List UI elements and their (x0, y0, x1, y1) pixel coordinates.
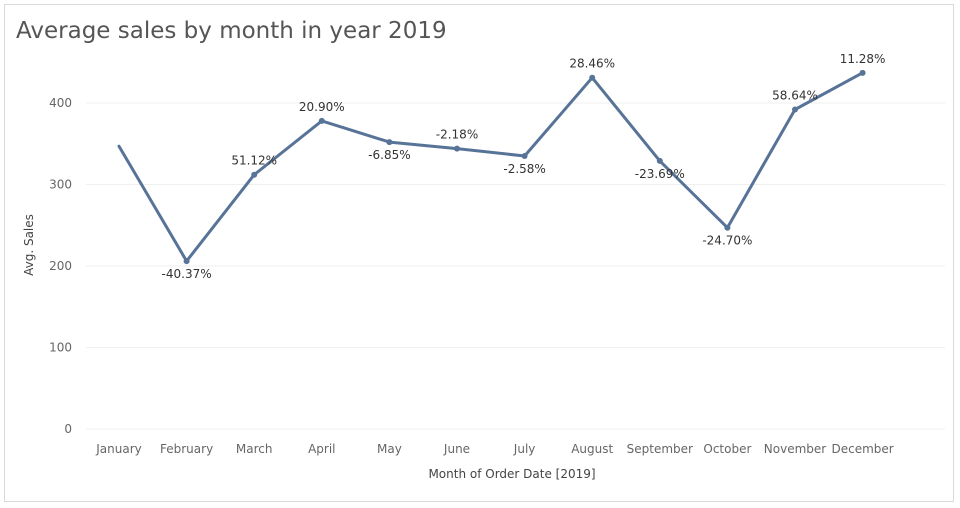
data-point-december (859, 69, 866, 76)
data-label-september: -23.69% (635, 167, 685, 181)
y-tick-label-0: 0 (64, 422, 72, 436)
data-point-november (792, 106, 798, 113)
grid-lines (86, 102, 945, 430)
y-tick-label-400: 400 (49, 96, 72, 110)
data-label-june: -2.18% (436, 128, 478, 142)
y-tick-label-100: 100 (49, 341, 72, 355)
data-point-september (656, 157, 663, 164)
data-label-december: 11.28% (840, 52, 886, 66)
data-label-may: -6.85% (368, 148, 410, 162)
data-points (183, 69, 866, 265)
data-label-february: -40.37% (162, 267, 212, 281)
x-tick-label-may: May (377, 442, 402, 456)
x-tick-label-february: February (160, 442, 213, 456)
data-label-july: -2.58% (503, 162, 545, 176)
chart-title: Average sales by month in year 2019 (16, 18, 447, 44)
data-point-october (724, 224, 731, 231)
data-point-february (183, 258, 190, 265)
data-labels: -40.37% 51.12% 20.90% -6.85% -2.18% -2.58% 28.… (162, 52, 886, 281)
x-tick-label-august: August (571, 442, 613, 456)
data-label-march: 51.12% (231, 154, 277, 168)
y-tick-label-200: 200 (49, 259, 72, 273)
data-point-april (318, 117, 325, 124)
x-tick-label-june: June (443, 442, 470, 456)
x-tick-label-march: March (236, 442, 273, 456)
chart-frame (4, 4, 954, 502)
series-line (117, 71, 865, 263)
data-point-august (589, 74, 596, 81)
x-tick-label-april: April (308, 442, 335, 456)
data-label-august: 28.46% (569, 57, 615, 71)
data-label-april: 20.90% (299, 100, 345, 114)
data-point-march (251, 171, 258, 178)
x-tick-label-january: January (95, 442, 142, 456)
x-axis-ticks: January February March April May June July Augu… (95, 442, 894, 456)
data-point-may (386, 139, 393, 146)
y-axis-ticks: 0 100 200 300 400 (49, 96, 72, 436)
y-axis-title: Avg. Sales (22, 214, 36, 276)
data-point-july (521, 152, 528, 159)
x-axis-title: Month of Order Date [2019] (428, 467, 595, 481)
data-point-june (454, 145, 460, 152)
x-tick-label-september: September (627, 442, 693, 456)
x-tick-label-december: December (831, 442, 893, 456)
y-tick-label-300: 300 (49, 178, 72, 192)
data-label-november: 58.64% (772, 89, 818, 103)
x-tick-label-november: November (764, 442, 826, 456)
x-tick-label-october: October (703, 442, 751, 456)
data-label-october: -24.70% (702, 234, 752, 248)
x-tick-label-july: July (513, 442, 536, 456)
